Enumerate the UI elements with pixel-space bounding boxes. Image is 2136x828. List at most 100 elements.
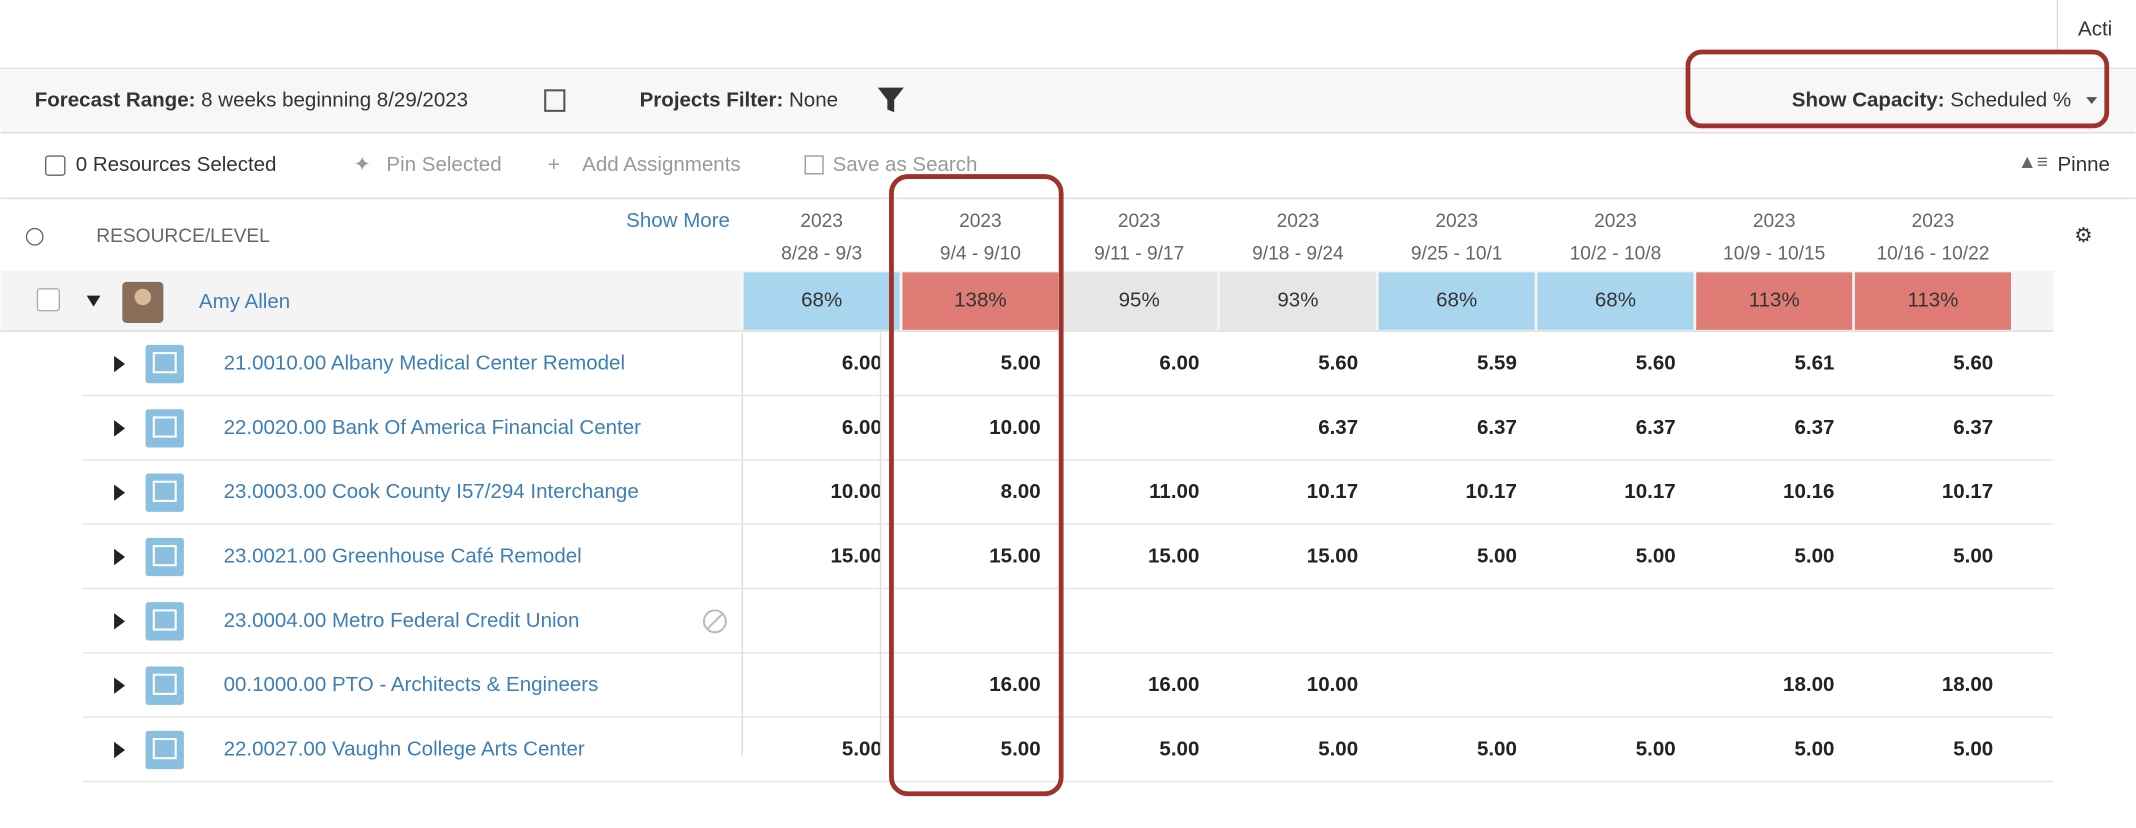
hours-value: 5.61	[1794, 351, 1834, 374]
hours-value: 8.00	[1001, 480, 1041, 503]
hours-value: 5.00	[1636, 737, 1676, 760]
hours-value: 18.00	[1942, 673, 1993, 696]
pin-icon: ✦	[354, 153, 371, 176]
hours-value: 5.00	[1477, 544, 1517, 567]
hours-value: 5.60	[1636, 351, 1676, 374]
hours-value: 6.00	[1159, 351, 1199, 374]
project-name[interactable]: 00.1000.00 PTO - Architects & Engineers	[224, 673, 599, 696]
hours-value: 5.00	[1794, 544, 1834, 567]
project-name[interactable]: 23.0004.00 Metro Federal Credit Union	[224, 609, 580, 632]
hours-value: 6.37	[1636, 416, 1676, 439]
capacity-cell	[902, 272, 1059, 330]
expand-arrow[interactable]	[114, 613, 126, 630]
expand-arrow[interactable]	[114, 355, 126, 373]
expand-arrow[interactable]	[114, 484, 126, 501]
expand-arrow[interactable]	[114, 548, 126, 566]
save-search[interactable]: Save as Search	[833, 153, 978, 176]
column-range: 9/4 - 9/10	[940, 244, 1021, 265]
expand-arrow[interactable]	[114, 741, 126, 759]
hours-value: 10.17	[1466, 480, 1517, 503]
project-icon	[145, 473, 184, 512]
expand-arrow[interactable]	[114, 677, 126, 694]
capacity-cell	[743, 272, 900, 330]
column-year: 2023	[959, 211, 1002, 232]
checkbox[interactable]	[44, 155, 66, 176]
forecast-range[interactable]: Forecast Range: 8 weeks beginning 8/29/2…	[35, 89, 468, 112]
project-icon-inner	[152, 352, 177, 374]
capacity-value: 113%	[1907, 289, 1958, 312]
hours-value: 6.00	[842, 416, 882, 439]
hours-value: 5.00	[1636, 544, 1676, 567]
column-year: 2023	[1753, 211, 1796, 232]
column-year: 2023	[1435, 211, 1478, 232]
project-name[interactable]: 22.0020.00 Bank Of America Financial Cen…	[224, 416, 642, 439]
project-icon	[145, 730, 184, 770]
project-icon	[145, 409, 184, 448]
save-icon	[804, 155, 824, 175]
disabled-icon	[702, 609, 727, 634]
capacity-cell	[1696, 272, 1853, 330]
capacity-cell	[1537, 272, 1694, 330]
settings-icon[interactable]: ⚙	[2074, 224, 2092, 247]
project-name[interactable]: 23.0021.00 Greenhouse Café Remodel	[224, 544, 582, 567]
toolbar	[0, 69, 2136, 133]
project-icon-inner	[152, 416, 177, 438]
column-year: 2023	[800, 211, 843, 232]
hours-value: 16.00	[1148, 673, 1199, 696]
column-range: 9/25 - 10/1	[1411, 244, 1503, 265]
collapse-arrow[interactable]	[86, 295, 101, 307]
capacity-value: 68%	[1436, 289, 1477, 312]
hours-value: 5.00	[1001, 351, 1041, 374]
column-range: 9/18 - 9/24	[1252, 244, 1344, 265]
column-range: 10/9 - 10/15	[1723, 244, 1825, 265]
project-name[interactable]: 23.0003.00 Cook County I57/294 Interchan…	[224, 480, 639, 503]
checkbox[interactable]	[36, 288, 61, 312]
value: Scheduled %	[1950, 89, 2071, 112]
hours-value: 10.00	[831, 480, 882, 503]
hours-value: 15.00	[1148, 544, 1199, 567]
project-name[interactable]: 21.0010.00 Albany Medical Center Remodel	[224, 351, 625, 374]
column-header: RESOURCE/LEVEL	[96, 226, 270, 247]
avatar-face	[134, 288, 152, 306]
column-range: 10/16 - 10/22	[1876, 244, 1989, 265]
hours-value: 5.00	[842, 737, 882, 760]
project-icon	[145, 537, 184, 577]
column-range: 9/11 - 9/17	[1094, 244, 1184, 265]
highlight	[1685, 49, 2110, 129]
hours-value: 15.00	[989, 544, 1040, 567]
calendar-icon[interactable]	[544, 89, 566, 112]
hours-value: 16.00	[989, 673, 1040, 696]
project-icon-inner	[152, 609, 177, 631]
hours-value: 5.00	[1159, 737, 1199, 760]
column-range: 10/2 - 10/8	[1570, 244, 1662, 265]
resources-selected: 0 Resources Selected	[76, 153, 277, 176]
hours-value: 10.17	[1942, 480, 1993, 503]
hours-value: 15.00	[1307, 544, 1358, 567]
value: 8 weeks beginning 8/29/2023	[201, 89, 468, 112]
hours-value: 10.00	[989, 416, 1040, 439]
hours-value: 6.37	[1318, 416, 1358, 439]
add-assignments[interactable]: Add Assignments	[582, 153, 741, 176]
project-icon-inner	[152, 480, 177, 502]
expand-arrow[interactable]	[114, 420, 126, 437]
hours-value: 6.37	[1794, 416, 1834, 439]
project-name[interactable]: 22.0027.00 Vaughn College Arts Center	[224, 737, 585, 760]
label: Forecast Range:	[35, 89, 196, 112]
pin-selected[interactable]: Pin Selected	[386, 153, 501, 176]
column-year: 2023	[1118, 211, 1161, 232]
table: 2023 8/28 - 9/3 2023 9/4 - 9/10 2023 9/11 - 9…	[0, 211, 2054, 783]
pinned-icon: ▲≡	[2018, 152, 2048, 173]
show-capacity[interactable]: Show Capacity: Scheduled %	[1792, 89, 2071, 112]
pinned[interactable]: Pinne	[2057, 153, 2109, 176]
hours-value: 5.59	[1477, 351, 1517, 374]
project-icon	[145, 344, 184, 384]
capacity-cell	[1061, 272, 1218, 330]
show-more[interactable]: Show More	[626, 209, 730, 232]
resource-name[interactable]: Amy Allen	[199, 290, 290, 313]
info-icon[interactable]	[25, 227, 44, 246]
dropdown-arrow[interactable]	[2086, 97, 2098, 105]
projects-filter[interactable]: Projects Filter: None	[640, 89, 838, 112]
filter-icon[interactable]	[877, 87, 904, 113]
project-icon-inner	[152, 545, 177, 567]
